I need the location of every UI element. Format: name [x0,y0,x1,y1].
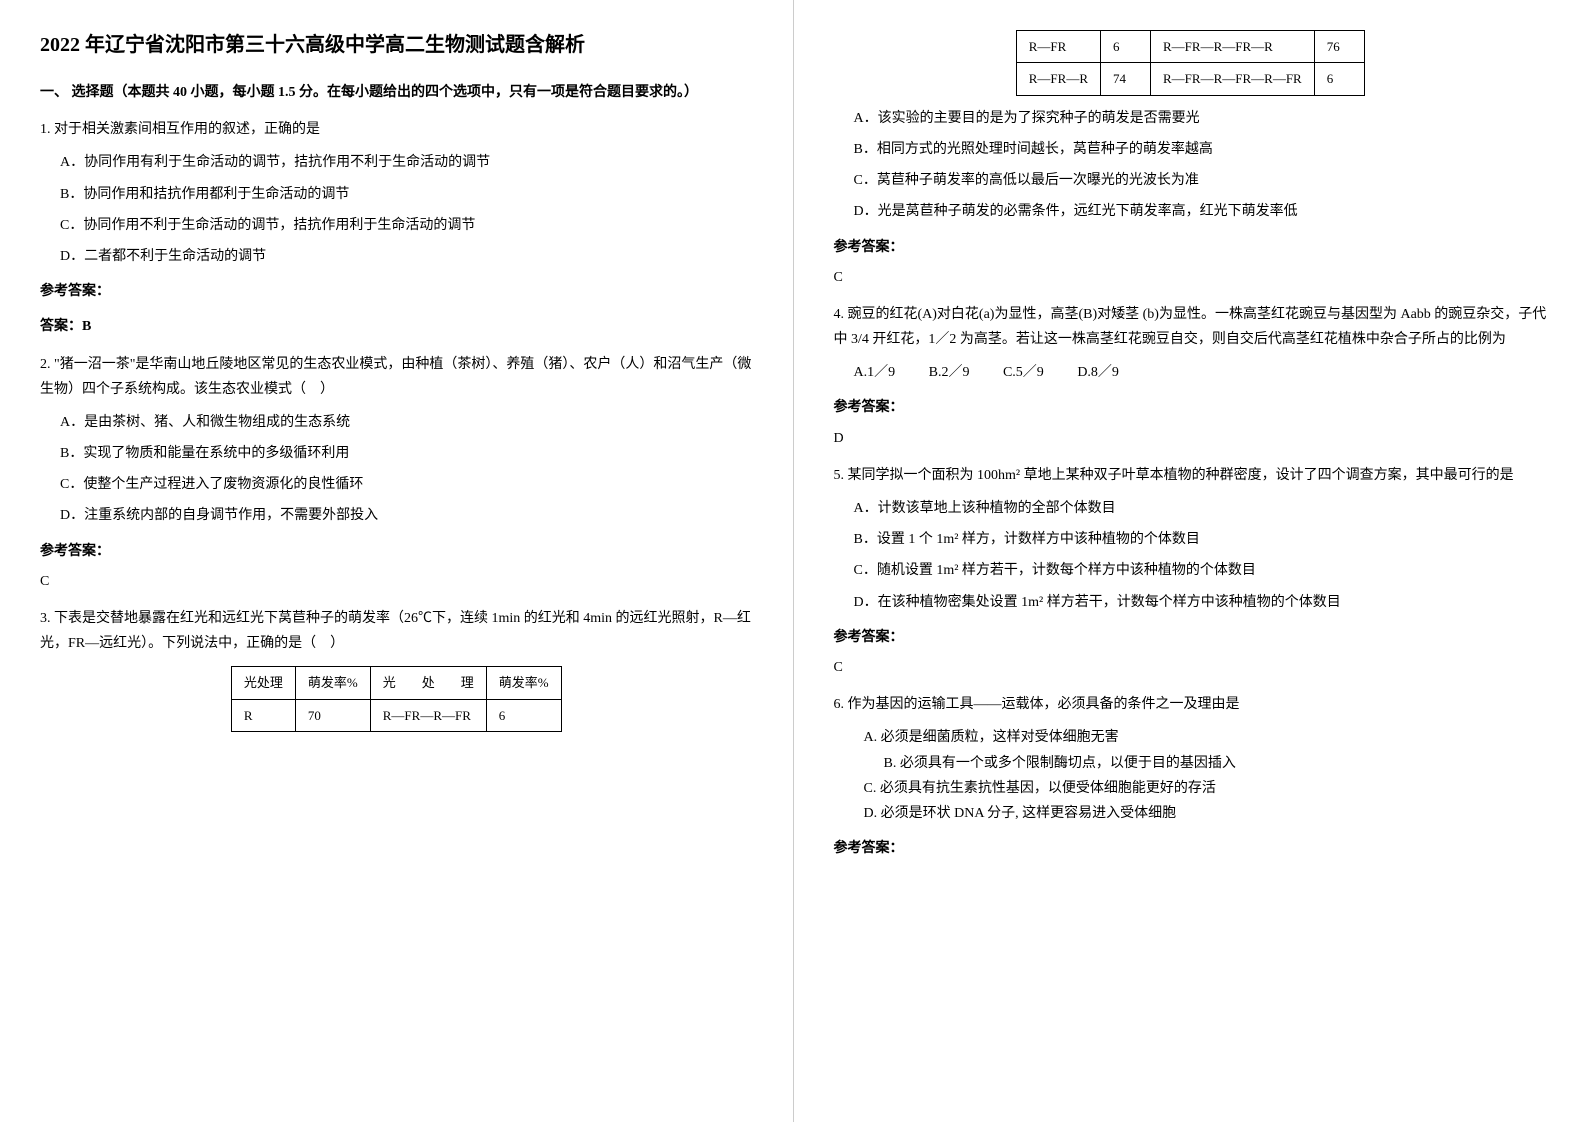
q2-option-c: C．使整个生产过程进入了废物资源化的良性循环 [60,472,753,497]
table-cell: R—FR—R—FR—R [1151,31,1315,63]
q2-option-b: B．实现了物质和能量在系统中的多级循环利用 [60,441,753,466]
table-cell: R—FR—R—FR [370,699,486,731]
question-6: 6. 作为基因的运输工具——运载体，必须具备的条件之一及理由是 A. 必须是细菌… [834,692,1548,861]
table-cell: R—FR [1016,31,1100,63]
table-row: R—FR—R 74 R—FR—R—FR—R—FR 6 [1016,63,1364,95]
q5-answer-label: 参考答案： [834,625,1548,650]
q4-options: A.1／9 B.2／9 C.5／9 D.8／9 [854,360,1548,385]
q3-option-a: A．该实验的主要目的是为了探究种子的萌发是否需要光 [854,106,1548,131]
question-1: 1. 对于相关激素间相互作用的叙述，正确的是 A．协同作用有利于生命活动的调节，… [40,117,753,339]
left-column: 2022 年辽宁省沈阳市第三十六高级中学高二生物测试题含解析 一、 选择题（本题… [0,0,794,1122]
q5-option-a: A．计数该草地上该种植物的全部个体数目 [854,496,1548,521]
q2-answer-text: C [40,569,753,594]
table-cell: R [231,699,295,731]
q3-option-d: D．光是莴苣种子萌发的必需条件，远红光下萌发率高，红光下萌发率低 [854,199,1548,224]
q6-option-c: C. 必须具有抗生素抗性基因，以便受体细胞能更好的存活 [864,776,1548,801]
q5-option-c: C．随机设置 1m² 样方若干，计数每个样方中该种植物的个体数目 [854,558,1548,583]
q1-option-c: C．协同作用不利于生命活动的调节，拮抗作用利于生命活动的调节 [60,213,753,238]
table-row: R 70 R—FR—R—FR 6 [231,699,561,731]
section-header: 一、 选择题（本题共 40 小题，每小题 1.5 分。在每小题给出的四个选项中，… [40,80,753,105]
q1-answer-label: 参考答案： [40,279,753,304]
table-header-cell: 光 处 理 [370,667,486,699]
page-title: 2022 年辽宁省沈阳市第三十六高级中学高二生物测试题含解析 [40,30,753,60]
table-header-row: 光处理 萌发率% 光 处 理 萌发率% [231,667,561,699]
q4-option-c: C.5／9 [1003,365,1044,380]
q3-option-c: C．莴苣种子萌发率的高低以最后一次曝光的光波长为准 [854,168,1548,193]
table-row: R—FR 6 R—FR—R—FR—R 76 [1016,31,1364,63]
q3-answer-text: C [834,265,1548,290]
table-cell: 70 [295,699,370,731]
q6-option-a: A. 必须是细菌质粒，这样对受体细胞无害 [864,725,1548,750]
q4-option-b: B.2／9 [929,365,970,380]
table-header-cell: 萌发率% [295,667,370,699]
q5-text: 5. 某同学拟一个面积为 100hm² 草地上某种双子叶草本植物的种群密度，设计… [834,463,1548,488]
q6-option-d: D. 必须是环状 DNA 分子, 这样更容易进入受体细胞 [864,801,1548,826]
table-cell: 6 [1314,63,1364,95]
table-cell: R—FR—R—FR—R—FR [1151,63,1315,95]
q5-answer-text: C [834,655,1548,680]
q2-answer-label: 参考答案： [40,539,753,564]
q2-option-a: A．是由茶树、猪、人和微生物组成的生态系统 [60,410,753,435]
table-header-cell: 光处理 [231,667,295,699]
q4-option-d: D.8／9 [1077,365,1119,380]
question-3: 3. 下表是交替地暴露在红光和远红光下莴苣种子的萌发率（26℃下，连续 1min… [40,606,753,732]
q3-text: 3. 下表是交替地暴露在红光和远红光下莴苣种子的萌发率（26℃下，连续 1min… [40,606,753,656]
q2-text: 2. "猪一沼一茶"是华南山地丘陵地区常见的生态农业模式，由种植（茶树）、养殖（… [40,352,753,402]
q4-text: 4. 豌豆的红花(A)对白花(a)为显性，高茎(B)对矮茎 (b)为显性。一株高… [834,302,1548,352]
q5-option-d: D．在该种植物密集处设置 1m² 样方若干，计数每个样方中该种植物的个体数目 [854,590,1548,615]
q1-option-b: B．协同作用和拮抗作用都利于生命活动的调节 [60,182,753,207]
q1-text: 1. 对于相关激素间相互作用的叙述，正确的是 [40,117,753,142]
table-cell: 76 [1314,31,1364,63]
q6-option-b: B. 必须具有一个或多个限制酶切点，以便于目的基因插入 [884,751,1548,776]
q3-table: 光处理 萌发率% 光 处 理 萌发率% R 70 R—FR—R—FR 6 [231,666,562,732]
question-2: 2. "猪一沼一茶"是华南山地丘陵地区常见的生态农业模式，由种植（茶树）、养殖（… [40,352,753,595]
right-column: R—FR 6 R—FR—R—FR—R 76 R—FR—R 74 R—FR—R—F… [794,0,1587,1122]
q1-option-a: A．协同作用有利于生命活动的调节，拮抗作用不利于生命活动的调节 [60,150,753,175]
q2-option-d: D．注重系统内部的自身调节作用，不需要外部投入 [60,503,753,528]
table-header-cell: 萌发率% [486,667,561,699]
q4-answer-text: D [834,426,1548,451]
table-cell: 6 [1101,31,1151,63]
q3-table-continued: R—FR 6 R—FR—R—FR—R 76 R—FR—R 74 R—FR—R—F… [1016,30,1365,96]
question-5: 5. 某同学拟一个面积为 100hm² 草地上某种双子叶草本植物的种群密度，设计… [834,463,1548,680]
table-cell: 74 [1101,63,1151,95]
q3-option-b: B．相同方式的光照处理时间越长，莴苣种子的萌发率越高 [854,137,1548,162]
q5-option-b: B．设置 1 个 1m² 样方，计数样方中该种植物的个体数目 [854,527,1548,552]
table-cell: 6 [486,699,561,731]
question-4: 4. 豌豆的红花(A)对白花(a)为显性，高茎(B)对矮茎 (b)为显性。一株高… [834,302,1548,451]
q3-answer-label: 参考答案： [834,235,1548,260]
q6-answer-label: 参考答案： [834,836,1548,861]
q4-option-a: A.1／9 [854,365,896,380]
q4-answer-label: 参考答案： [834,395,1548,420]
q6-text: 6. 作为基因的运输工具——运载体，必须具备的条件之一及理由是 [834,692,1548,717]
q1-option-d: D．二者都不利于生命活动的调节 [60,244,753,269]
table-cell: R—FR—R [1016,63,1100,95]
q1-answer-text: 答案：B [40,314,753,339]
